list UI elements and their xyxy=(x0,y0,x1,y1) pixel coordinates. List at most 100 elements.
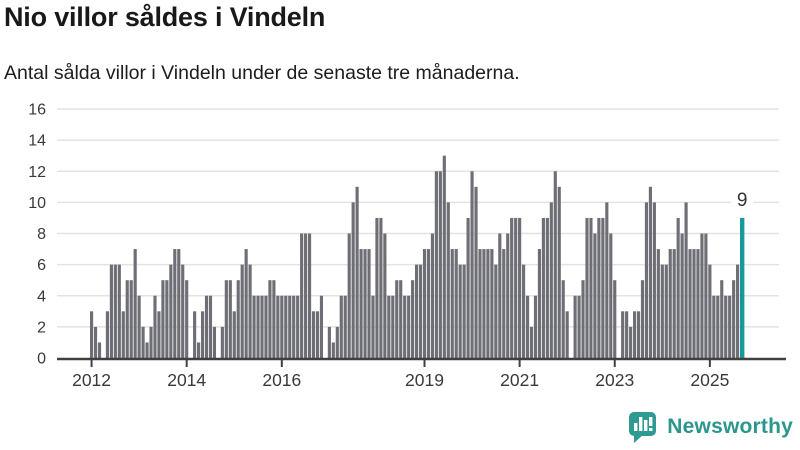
bar xyxy=(379,217,383,358)
bar xyxy=(169,264,173,358)
bar xyxy=(177,249,181,358)
newsworthy-logo: Newsworthy xyxy=(626,410,793,444)
bar-chart-speech-bubble-icon xyxy=(629,412,657,443)
bar xyxy=(161,280,165,358)
bar xyxy=(93,326,98,358)
bar xyxy=(256,295,260,358)
x-axis-label-2019: 2019 xyxy=(405,370,444,390)
bar xyxy=(418,264,423,358)
bar xyxy=(490,249,494,358)
bar xyxy=(351,202,355,358)
bar xyxy=(268,280,272,358)
x-axis-label-2021: 2021 xyxy=(500,370,539,390)
bar xyxy=(411,280,415,358)
chart-subtitle: Antal sålda villor i Vindeln under de se… xyxy=(4,62,520,84)
bar xyxy=(212,326,217,358)
bar xyxy=(656,249,660,358)
y-tick-label: 16 xyxy=(28,102,46,119)
bar xyxy=(331,342,335,358)
bar xyxy=(157,311,161,358)
bar xyxy=(708,264,712,358)
bar xyxy=(252,295,256,358)
bar xyxy=(434,171,438,358)
bar xyxy=(601,217,605,358)
bar xyxy=(197,342,201,358)
bar xyxy=(545,217,549,358)
bar xyxy=(137,295,141,358)
bar xyxy=(173,249,177,358)
bar xyxy=(593,233,597,358)
bar xyxy=(240,264,244,358)
bar xyxy=(422,249,427,358)
bar xyxy=(228,280,232,358)
bar xyxy=(315,311,320,358)
bar xyxy=(581,280,585,358)
bar xyxy=(367,249,371,358)
bar xyxy=(391,295,395,358)
bar xyxy=(248,264,252,358)
bar xyxy=(585,217,589,358)
bar xyxy=(224,280,228,358)
bar xyxy=(133,249,137,358)
bar xyxy=(129,280,133,358)
bar xyxy=(597,217,601,358)
bar xyxy=(613,280,617,358)
bar xyxy=(181,264,185,358)
bar xyxy=(438,171,442,358)
bar xyxy=(728,295,732,358)
y-tick-label: 0 xyxy=(37,351,46,368)
y-tick-label: 4 xyxy=(37,288,46,305)
bar xyxy=(672,249,676,358)
bar xyxy=(296,295,300,358)
x-axis-label-2023: 2023 xyxy=(595,370,634,390)
bar xyxy=(359,249,363,358)
x-axis-label-2025: 2025 xyxy=(690,370,729,390)
bar xyxy=(383,233,387,358)
bar xyxy=(399,280,403,358)
bar xyxy=(327,326,331,358)
bar xyxy=(276,295,280,358)
bar xyxy=(244,249,248,358)
bar xyxy=(260,295,264,358)
bar xyxy=(185,280,189,358)
bar xyxy=(272,280,276,358)
bar xyxy=(621,311,625,358)
bar xyxy=(636,311,641,358)
bar xyxy=(462,264,466,358)
bar xyxy=(220,326,224,358)
y-tick-label: 10 xyxy=(28,195,46,212)
last-value-annotation: 9 xyxy=(737,190,748,211)
bar xyxy=(236,280,240,358)
bar xyxy=(680,233,684,358)
bar xyxy=(141,326,145,358)
bar xyxy=(454,249,458,358)
bar xyxy=(529,326,534,358)
bar xyxy=(343,295,347,358)
bar xyxy=(506,233,510,358)
bar xyxy=(363,249,367,358)
y-tick-label: 2 xyxy=(37,319,46,336)
bar xyxy=(724,295,728,358)
bar xyxy=(121,311,125,358)
bar xyxy=(284,295,288,358)
bar xyxy=(458,264,462,358)
bar xyxy=(605,202,609,358)
bar xyxy=(149,326,153,358)
bar xyxy=(688,249,692,358)
bar xyxy=(280,295,284,358)
bar xyxy=(466,217,470,358)
brand-name: Newsworthy xyxy=(667,415,793,438)
bar xyxy=(732,280,736,358)
y-tick-label: 6 xyxy=(37,257,46,274)
x-axis-label-2014: 2014 xyxy=(167,370,206,390)
x-axis-label-2016: 2016 xyxy=(262,370,301,390)
bar xyxy=(288,295,292,358)
bar xyxy=(304,233,308,358)
bar xyxy=(533,295,538,358)
bar xyxy=(644,202,649,358)
highlight-bar xyxy=(739,217,745,358)
bar xyxy=(145,342,149,358)
bar xyxy=(502,249,506,358)
